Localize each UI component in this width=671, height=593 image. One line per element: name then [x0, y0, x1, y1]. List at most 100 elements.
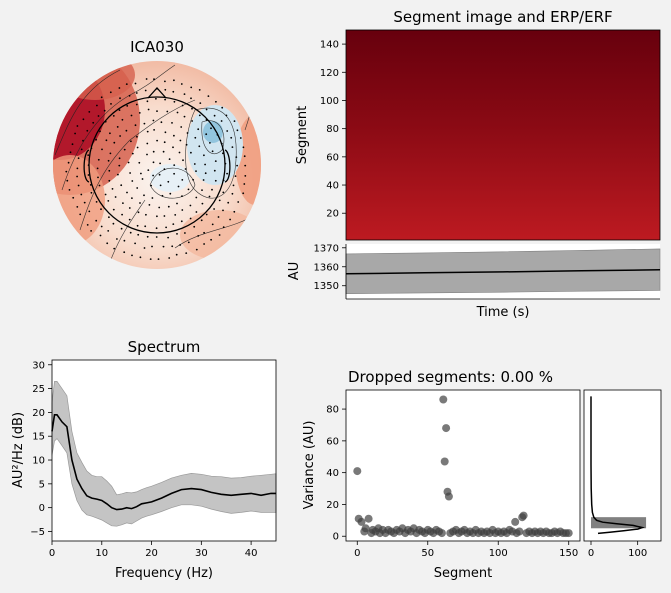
sensor-dot [112, 208, 115, 211]
sensor-dot [100, 225, 103, 228]
sensor-dot [218, 199, 221, 202]
variance-point [439, 395, 448, 404]
sensor-dot [152, 174, 155, 177]
sensor-dot [95, 138, 97, 141]
sensor-dot [88, 210, 91, 213]
sensor-dot [80, 193, 83, 196]
sensor-dot [116, 126, 119, 128]
sensor-dot [181, 179, 184, 181]
sensor-dot [123, 148, 126, 151]
sensor-dot [171, 122, 173, 124]
sensor-dot [125, 83, 128, 85]
sensor-dot [143, 247, 146, 249]
sensor-dot [172, 223, 175, 226]
sensor-dot [138, 161, 141, 164]
dropped-panel: Dropped segments: 0.00 % 0 50 100 150 0 20 40… [302, 368, 662, 581]
variance-density-line [590, 396, 646, 535]
sensor-dot [120, 184, 123, 187]
sensor-dot [166, 110, 169, 113]
sensor-dot [71, 143, 74, 146]
sensor-dot [236, 164, 239, 167]
sensor-dot [155, 236, 158, 238]
sensor-dot [181, 209, 184, 211]
sensor-dot [146, 142, 149, 145]
sensor-dot [108, 216, 110, 219]
sensor-dot [97, 176, 99, 179]
histogram-axes [583, 389, 662, 542]
sensor-dot [175, 253, 178, 256]
sensor-dot [66, 179, 69, 182]
variance-histogram [591, 517, 647, 529]
variance-ytick-label: 40 [326, 468, 339, 479]
sensor-dot [74, 132, 76, 135]
sensor-dot [130, 114, 133, 117]
spectrum-ytick-label: 30 [32, 360, 45, 371]
sensor-dot [82, 118, 85, 121]
sensor-dot [76, 125, 79, 127]
sensor-dot [193, 225, 196, 228]
sensor-dot [214, 160, 217, 163]
sensor-dot [203, 231, 206, 234]
sensor-dot [182, 159, 184, 162]
sensor-dot [191, 120, 194, 122]
sensor-dot [104, 193, 107, 196]
sensor-dot [87, 174, 90, 176]
sensor-dot [199, 102, 202, 104]
histogram-bar [591, 517, 647, 529]
histogram-xtick-label: 100 [628, 548, 647, 559]
sensor-dot [179, 139, 182, 142]
sensor-dot [65, 170, 68, 173]
spectrum-xlabel: Frequency (Hz) [115, 566, 213, 581]
sensor-dot [183, 115, 186, 118]
sensor-dot [131, 197, 133, 200]
sensor-dot [205, 133, 208, 136]
sensor-dot [136, 224, 139, 227]
sensor-dot [176, 111, 179, 114]
sensor-dot [111, 188, 114, 190]
sensor-dot [181, 104, 184, 107]
sensor-dot [164, 88, 167, 91]
sensor-dot [130, 140, 132, 143]
sensor-dot [118, 157, 121, 160]
variance-point [357, 517, 366, 526]
sensor-dot [109, 132, 111, 135]
sensor-dot [122, 202, 124, 205]
sensor-dot [113, 247, 116, 250]
variance-xtick-label: 150 [559, 548, 578, 559]
variance-point [440, 457, 449, 466]
sensor-dot [233, 210, 236, 213]
variance-point [361, 524, 370, 533]
sensor-dot [226, 130, 229, 132]
sensor-dot [202, 179, 205, 181]
sensor-dot [149, 258, 152, 260]
sensor-dot [147, 108, 150, 111]
sensor-dot [83, 201, 86, 204]
sensor-dot [190, 97, 192, 100]
variance-ytick-label: 20 [326, 500, 339, 511]
sensor-dot [195, 196, 198, 199]
sensor-dot [239, 137, 242, 139]
sensor-dot [204, 163, 207, 166]
variance-y-ticks: 0 20 40 60 80 [326, 405, 346, 543]
sensor-dot [118, 109, 121, 111]
sensor-dot [158, 206, 161, 209]
sensor-dot [213, 169, 216, 172]
sensor-dot [167, 205, 170, 208]
erp-y-ticks: 1350 1360 1370 [314, 243, 346, 292]
sensor-dot [222, 209, 224, 212]
sensor-dot [213, 208, 216, 210]
sensor-dot [126, 105, 129, 107]
sensor-dot [198, 114, 201, 117]
sensor-dot [86, 129, 89, 132]
spectrum-ytick-label: 25 [32, 384, 45, 395]
sensor-dot [230, 136, 233, 139]
spectrum-xtick-label: 10 [95, 548, 108, 559]
variance-point [515, 527, 524, 536]
sensor-dot [119, 97, 121, 100]
spectrum-xtick-label: 40 [245, 548, 258, 559]
sensor-dot [123, 251, 126, 254]
sensor-dot [107, 200, 110, 202]
sensor-dot [194, 136, 197, 139]
sensor-dot [127, 161, 130, 164]
sensor-dot [135, 92, 138, 94]
